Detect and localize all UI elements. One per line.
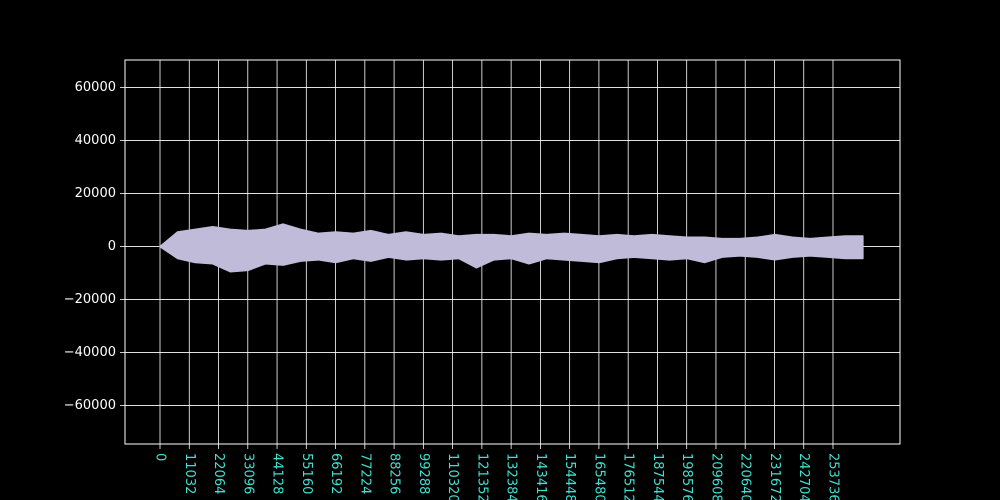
x-tick-label: 198576 <box>679 453 694 500</box>
y-tick-label: 40000 <box>75 133 116 148</box>
y-tick-label: −40000 <box>64 345 116 360</box>
x-tick-label: 55160 <box>299 453 314 494</box>
plot-frame <box>124 59 901 445</box>
y-tick-label: −20000 <box>64 292 116 307</box>
x-tick-label: 231672 <box>767 453 782 500</box>
y-tick-label: 20000 <box>75 186 116 201</box>
x-tick-label: 132384 <box>504 453 519 500</box>
y-tick-label: 0 <box>108 239 116 254</box>
x-tick-label: 33096 <box>240 453 255 494</box>
x-tick-label: 154448 <box>562 453 577 500</box>
x-tick-label: 176512 <box>621 453 636 500</box>
x-tick-label: 22064 <box>211 453 226 494</box>
x-tick-label: 66192 <box>328 453 343 494</box>
x-tick-label: 88256 <box>387 453 402 494</box>
x-tick-label: 77224 <box>357 453 372 494</box>
x-tick-label: 44128 <box>270 453 285 494</box>
y-tick-label: 60000 <box>75 80 116 95</box>
x-tick-label: 253736 <box>825 453 840 500</box>
waveform-upper <box>159 223 864 248</box>
x-tick-label: 187544 <box>650 453 665 500</box>
x-tick-label: 220640 <box>738 453 753 500</box>
x-tick-label: 11032 <box>182 453 197 494</box>
x-tick-label: 165480 <box>591 453 606 500</box>
y-tick-label: −60000 <box>64 398 116 413</box>
x-tick-label: 121352 <box>474 453 489 500</box>
x-tick-label: 99288 <box>416 453 431 494</box>
x-tick-label: 110320 <box>445 453 460 500</box>
x-tick-label: 209608 <box>708 453 723 500</box>
x-tick-label: 143416 <box>533 453 548 500</box>
x-tick-label: 0 <box>153 453 168 461</box>
x-tick-label: 242704 <box>796 453 811 500</box>
waveform-lower <box>159 245 864 273</box>
